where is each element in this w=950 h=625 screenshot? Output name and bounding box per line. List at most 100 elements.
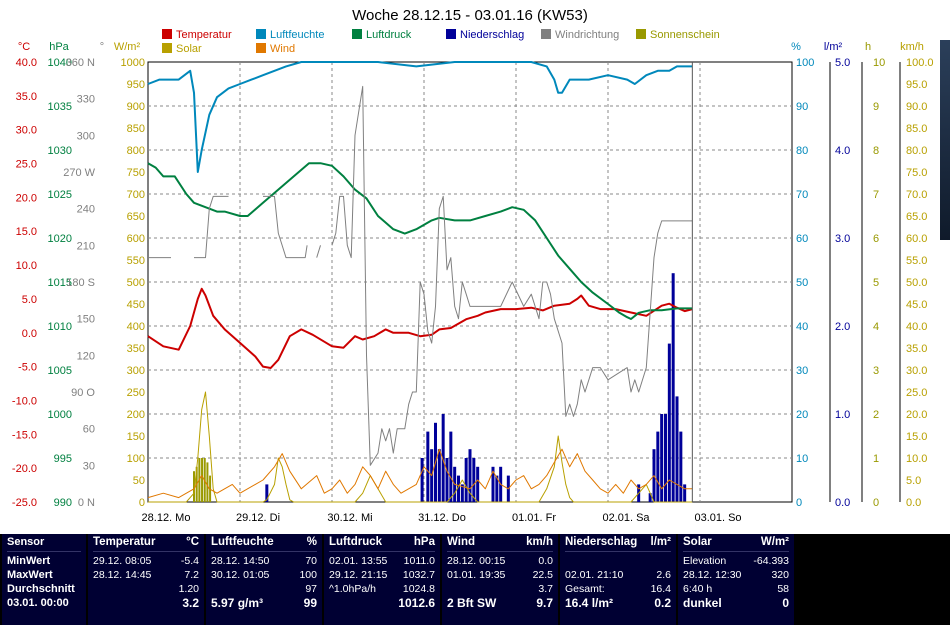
stats-row: 29.12. 08:05 -5.4	[93, 554, 199, 568]
legend-label: Wind	[270, 43, 295, 55]
tick-press: 990	[54, 497, 72, 509]
axis-unit-solar: W/m²	[114, 41, 141, 53]
tick-hum: 20	[796, 409, 808, 421]
stats-column-press: Luftdruck hPa 02.01. 13:55 1011.0 29.12. 21:…	[324, 534, 442, 625]
tick-rain: 4.0	[835, 145, 850, 157]
stats-row: MinWert	[7, 554, 81, 568]
stats-row: 6:40 h 58	[683, 582, 789, 596]
stats-row-label: 02.01. 21:10	[565, 569, 624, 581]
stats-row-label: Elevation	[683, 555, 727, 567]
tick-rain: 2.0	[835, 321, 850, 333]
stats-row-value: 1012.6	[398, 596, 435, 610]
legend-label: Niederschlag	[460, 29, 524, 41]
stats-header: Wind km/h	[447, 534, 553, 552]
tick-solar: 200	[127, 409, 145, 421]
tick-wind: 85.0	[906, 123, 927, 135]
tick-solar: 0	[139, 497, 145, 509]
axis-unit-press: hPa	[49, 41, 69, 53]
stats-row-value: 9.7	[536, 596, 553, 610]
tick-temp: -20.0	[12, 463, 37, 475]
tick-dir: 0 N	[78, 497, 95, 509]
stats-row-label: 30.12. 01:05	[211, 569, 270, 581]
stats-column-hum: Luftfeuchte% 28.12. 14:50 70 30.12. 01:05 10…	[206, 534, 324, 625]
stats-row-label: Sensor	[7, 536, 45, 548]
stats-row-label: 2 Bft SW	[447, 596, 497, 610]
stats-row: 1012.6	[329, 596, 435, 610]
stats-column-wind: Wind km/h 28.12. 00:15 0.0 01.01. 19:35 22.5 3…	[442, 534, 560, 625]
axis-unit-rain: l/m²	[824, 41, 843, 53]
stats-header-unit: km/h	[526, 536, 553, 548]
tick-temp: -25.0	[12, 497, 37, 509]
stats-row-value: 99	[303, 596, 317, 610]
stats-row-value: 1.20	[178, 583, 199, 595]
tick-dir: 360 N	[66, 57, 95, 69]
stats-row	[565, 554, 671, 568]
tick-wind: 55.0	[906, 255, 927, 267]
tick-dir: 180 S	[66, 277, 95, 289]
tick-press: 1035	[48, 101, 72, 113]
series-temperatur	[147, 287, 693, 369]
sunshine-bar	[206, 462, 209, 502]
rain-bar	[495, 475, 499, 502]
rain-bar	[667, 343, 671, 502]
tick-solar: 650	[127, 211, 145, 223]
tick-solar: 950	[127, 79, 145, 91]
legend-swatch	[636, 29, 646, 39]
stats-row-value: 3.7	[538, 583, 553, 595]
stats-header-label: Luftdruck	[329, 536, 383, 548]
legend-swatch	[352, 29, 362, 39]
stats-row: Sensor	[7, 534, 81, 552]
stats-header-unit: W/m²	[760, 536, 789, 548]
legend-swatch	[162, 43, 172, 53]
window-edge	[940, 40, 950, 240]
stats-header-label: Luftfeuchte	[211, 536, 274, 548]
rain-bar	[437, 449, 441, 502]
stats-row: 2 Bft SW 9.7	[447, 596, 553, 610]
stats-row: 02.01. 13:55 1011.0	[329, 554, 435, 568]
rain-bar	[679, 431, 683, 502]
tick-solar: 250	[127, 387, 145, 399]
tick-press: 1025	[48, 189, 72, 201]
tick-press: 1030	[48, 145, 72, 157]
tick-wind: 60.0	[906, 233, 927, 245]
stats-row-value: 97	[305, 583, 317, 595]
stats-row-value: 70	[305, 555, 317, 567]
tick-dir: 90 O	[71, 387, 95, 399]
rain-bar	[675, 396, 679, 502]
stats-panel: Sensor MinWert MaxWert Durchschnitt 03.01. 0…	[0, 534, 950, 625]
stats-row-label: 28.12. 12:30	[683, 569, 742, 581]
stats-header: Luftdruck hPa	[329, 534, 435, 552]
tick-dir: 150	[77, 314, 95, 326]
x-tick-label: 02.01. Sa	[602, 512, 650, 524]
tick-dir: 60	[83, 424, 95, 436]
x-tick-label: 28.12. Mo	[142, 512, 191, 524]
stats-row: 16.4 l/m² 0.2	[565, 596, 671, 610]
rain-bar	[671, 273, 675, 502]
tick-rain: 5.0	[835, 57, 850, 69]
tick-temp: 0.0	[22, 328, 37, 340]
x-tick-label: 01.01. Fr	[512, 512, 556, 524]
tick-temp: 40.0	[16, 57, 37, 69]
rain-bar	[491, 466, 495, 502]
tick-wind: 0.0	[906, 497, 921, 509]
tick-press: 1010	[48, 321, 72, 333]
tick-wind: 5.0	[906, 475, 921, 487]
stats-row: 01.01. 19:35 22.5	[447, 568, 553, 582]
tick-solar: 900	[127, 101, 145, 113]
legend-swatch	[162, 29, 172, 39]
stats-row: Durchschnitt	[7, 582, 81, 596]
tick-hum: 90	[796, 101, 808, 113]
tick-hum: 100	[796, 57, 814, 69]
stats-row-label: MaxWert	[7, 569, 53, 581]
rain-bar	[664, 414, 667, 502]
x-tick-label: 03.01. So	[694, 512, 741, 524]
tick-dir: 300	[77, 130, 95, 142]
stats-row: Elevation -64.393	[683, 554, 789, 568]
tick-wind: 100.0	[906, 57, 934, 69]
stats-row-label: 6:40 h	[683, 583, 713, 595]
tick-press: 1020	[48, 233, 72, 245]
legend-label: Temperatur	[176, 29, 232, 41]
stats-row-value: 58	[777, 583, 789, 595]
stats-row-label: 02.01. 13:55	[329, 555, 388, 567]
legend-label: Sonnenschein	[650, 29, 720, 41]
